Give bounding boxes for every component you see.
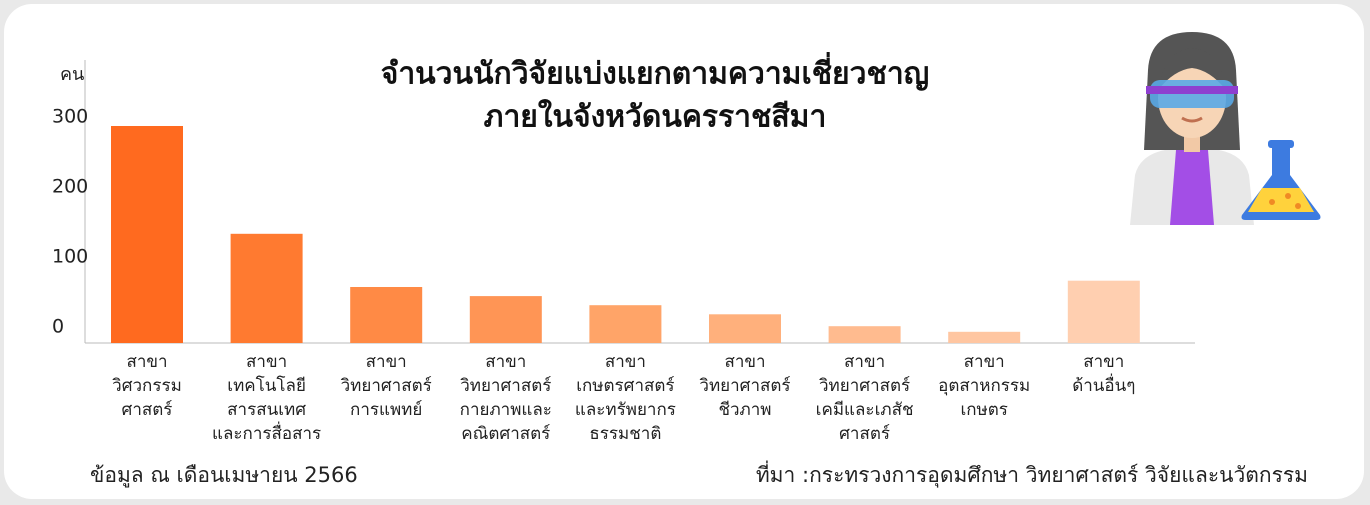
y-tick-label: 300 <box>52 106 88 128</box>
bar <box>1067 280 1140 343</box>
bar <box>111 126 183 343</box>
x-tick-label: วิทยาศาสตร์ <box>699 376 791 396</box>
bar <box>709 314 781 343</box>
chart-title: จำนวนนักวิจัยแบ่งแยกตามความเชี่ยวชาญ <box>381 52 930 92</box>
x-tick-label: วิทยาศาสตร์ <box>819 376 911 396</box>
x-tick-label: เกษตร <box>960 400 1007 420</box>
footnote: ข้อมูล ณ เดือนเมษายน 2566 <box>90 463 358 488</box>
bar <box>469 296 542 343</box>
scientist-icon <box>1130 32 1321 225</box>
bar <box>828 326 901 343</box>
x-tick-label: สาขา <box>366 352 407 372</box>
x-tick-label: ด้านอื่นๆ <box>1072 373 1135 396</box>
x-tick-label: เทคโนโลยี <box>227 375 306 396</box>
y-tick-label: 0 <box>52 316 64 338</box>
x-tick-label: ชีวภาพ <box>718 400 771 420</box>
x-tick-label: อุตสาหกรรม <box>938 376 1030 396</box>
x-tick-label: สาขา <box>724 352 765 372</box>
bar <box>230 233 303 343</box>
y-axis-label: คน <box>60 64 84 85</box>
x-tick-label: ธรรมชาติ <box>589 424 661 444</box>
bar <box>589 305 662 343</box>
y-tick-label: 100 <box>52 246 88 268</box>
x-tick-label: สาขา <box>126 352 167 372</box>
x-tick-label: สาขา <box>1083 352 1124 372</box>
x-tick-label: วิศวกรรม <box>112 376 182 396</box>
x-tick-label: สาขา <box>485 352 526 372</box>
footnote: ที่มา :กระทรวงการอุดมศึกษา วิทยาศาสตร์ ว… <box>756 460 1308 488</box>
x-tick-label: วิทยาศาสตร์ <box>460 376 552 396</box>
x-tick-label: สาขา <box>844 352 885 372</box>
x-tick-label: เกษตรศาสตร์ <box>576 376 674 396</box>
y-tick-label: 200 <box>52 176 88 198</box>
x-tick-label: การแพทย์ <box>350 400 422 420</box>
x-tick-label: คณิตศาสตร์ <box>461 424 550 444</box>
bar <box>350 287 423 343</box>
x-tick-label: ศาสตร์ <box>839 424 890 444</box>
bar <box>948 331 1021 343</box>
x-tick-label: สาขา <box>964 352 1005 372</box>
x-tick-label: กายภาพและ <box>460 400 552 420</box>
x-tick-label: สารสนเทศ <box>227 400 306 420</box>
x-tick-label: เคมีและเภสัช <box>816 400 914 420</box>
x-tick-label: วิทยาศาสตร์ <box>340 376 432 396</box>
x-tick-label: ศาสตร์ <box>122 400 173 420</box>
x-tick-label: และการสื่อสาร <box>212 421 321 444</box>
x-tick-label: สาขา <box>246 352 287 372</box>
x-tick-label: สาขา <box>605 352 646 372</box>
x-tick-label: และทรัพยากร <box>575 400 676 420</box>
chart-title: ภายในจังหวัดนครราชสีมา <box>484 99 827 135</box>
